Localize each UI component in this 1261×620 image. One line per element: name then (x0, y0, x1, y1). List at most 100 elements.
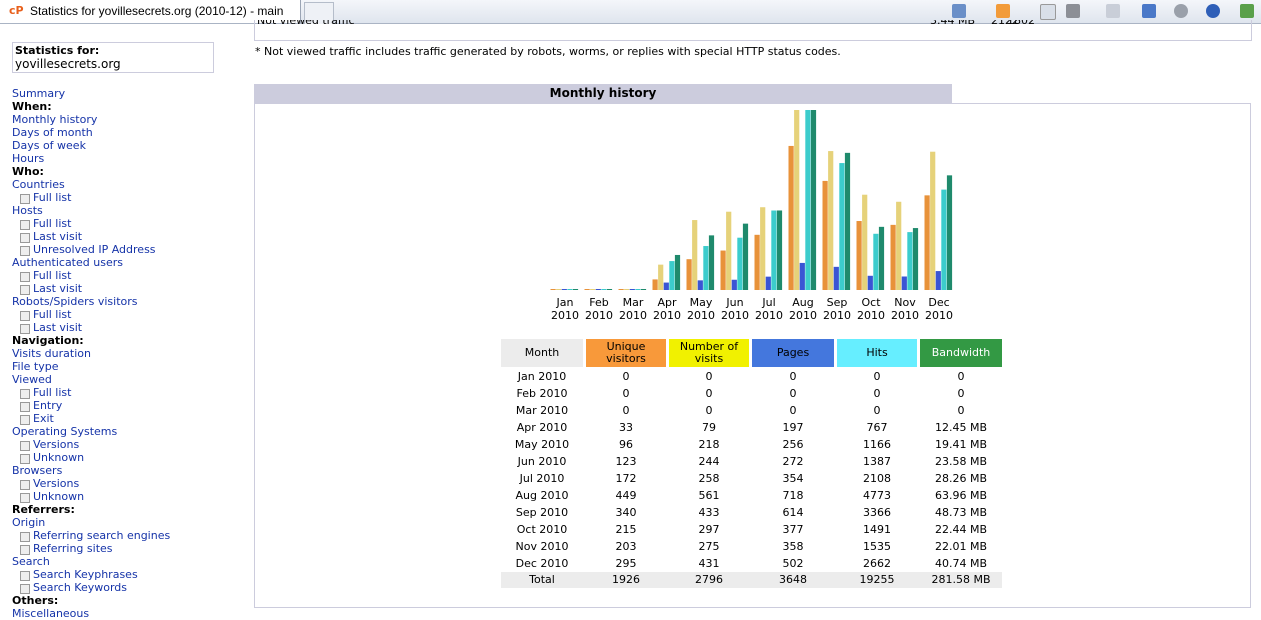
table-cell: Apr 2010 (516, 421, 568, 434)
menu-sublink[interactable]: Referring sites (33, 542, 113, 555)
table-cell: 377 (782, 523, 804, 536)
menu-sublink[interactable]: Unknown (33, 451, 85, 464)
sub-icon (20, 441, 30, 451)
stats-for-box (12, 42, 214, 73)
menu-link[interactable]: Search (12, 555, 50, 568)
safety-icon[interactable] (1142, 4, 1156, 18)
bar (601, 289, 607, 290)
menu-link[interactable]: Hours (12, 152, 45, 165)
menu-sublink[interactable]: Last visit (33, 282, 83, 295)
menu-sublink[interactable]: Last visit (33, 230, 83, 243)
menu-link[interactable]: Authenticated users (12, 256, 123, 269)
menu-section: Referrers: (12, 503, 75, 516)
menu-sublink[interactable]: Entry (33, 399, 63, 412)
menu-link[interactable]: Summary (12, 87, 66, 100)
bar (776, 210, 783, 290)
table-cell: 218 (698, 438, 720, 451)
menu-link[interactable]: Browsers (12, 464, 63, 477)
help-icon[interactable] (1206, 4, 1220, 18)
sub-icon (20, 194, 30, 204)
x-label-year: 2010 (687, 309, 715, 322)
table-cell: 48.73 MB (934, 506, 988, 519)
bar (561, 289, 567, 290)
bar (862, 194, 868, 290)
total-cell: 2796 (695, 573, 723, 586)
table-cell: 767 (866, 421, 888, 434)
x-label-month: Mar (623, 296, 644, 309)
bar (658, 264, 664, 290)
x-label-month: Nov (894, 296, 916, 309)
bar (901, 276, 907, 290)
bar (822, 180, 828, 290)
menu-sublink[interactable]: Full list (33, 191, 72, 204)
menu-sublink[interactable]: Full list (33, 217, 72, 230)
table-cell: Dec 2010 (515, 557, 569, 570)
bar (794, 110, 800, 290)
bar (839, 163, 845, 290)
page-icon[interactable] (1106, 4, 1120, 18)
bar (618, 289, 624, 290)
table-cell: 295 (615, 557, 637, 570)
x-label-year: 2010 (891, 309, 919, 322)
bar (703, 246, 709, 290)
menu-sublink[interactable]: Referring search engines (33, 529, 171, 542)
menu-sublink[interactable]: Search Keyphrases (33, 568, 138, 581)
menu-link[interactable]: Countries (12, 178, 65, 191)
table-cell: 0 (789, 370, 797, 383)
x-label-year: 2010 (925, 309, 953, 322)
new-tab[interactable] (304, 2, 334, 24)
menu-link[interactable]: Days of month (12, 126, 93, 139)
menu-sublink[interactable]: Full list (33, 308, 72, 321)
bar (708, 235, 715, 290)
column-header: Number of visits (669, 339, 749, 367)
sub-icon (20, 454, 30, 464)
menu-link[interactable]: Hosts (12, 204, 43, 217)
menu-link[interactable]: Days of week (12, 139, 86, 152)
extra-icon[interactable] (1240, 4, 1254, 18)
bar (731, 279, 737, 290)
feeds-icon[interactable] (996, 4, 1010, 18)
mail-icon[interactable] (1040, 4, 1056, 20)
menu-link[interactable]: Viewed (12, 373, 52, 386)
menu-link[interactable]: Robots/Spiders visitors (12, 295, 138, 308)
table-cell: 0 (622, 370, 630, 383)
x-label-year: 2010 (823, 309, 851, 322)
bar (629, 289, 635, 290)
sub-icon (20, 532, 30, 542)
bar (692, 220, 698, 290)
menu-sublink[interactable]: Versions (33, 477, 80, 490)
table-cell: 2662 (863, 557, 891, 570)
sub-icon (20, 545, 30, 555)
menu-sublink[interactable]: Full list (33, 269, 72, 282)
sub-icon (20, 389, 30, 399)
menu-link[interactable]: Monthly history (12, 113, 98, 126)
menu-sublink[interactable]: Versions (33, 438, 80, 451)
table-cell: 28.26 MB (934, 472, 988, 485)
bar (924, 195, 930, 290)
home-icon[interactable] (952, 4, 966, 18)
print-icon[interactable] (1066, 4, 1080, 18)
x-label-month: May (690, 296, 713, 309)
table-cell: 614 (782, 506, 804, 519)
menu-link[interactable]: Operating Systems (12, 425, 118, 438)
menu-link[interactable]: File type (12, 360, 59, 373)
menu-sublink[interactable]: Unknown (33, 490, 85, 503)
table-cell: Aug 2010 (515, 489, 569, 502)
tools-icon[interactable] (1174, 4, 1188, 18)
menu-sublink[interactable]: Last visit (33, 321, 83, 334)
menu-sublink[interactable]: Exit (33, 412, 54, 425)
bar (556, 289, 562, 290)
menu-link[interactable]: Origin (12, 516, 46, 529)
bar (907, 232, 913, 290)
x-label-month: Sep (827, 296, 848, 309)
stats-for-label: Statistics for: (15, 44, 100, 57)
menu-sublink[interactable]: Unresolved IP Address (33, 243, 156, 256)
browser-toolbar: cP Statistics for yovillesecrets.org (20… (0, 0, 1261, 24)
menu-sublink[interactable]: Full list (33, 386, 72, 399)
menu-link[interactable]: Visits duration (12, 347, 91, 360)
section-box (254, 103, 1251, 608)
table-cell: 0 (789, 404, 797, 417)
menu-sublink[interactable]: Search Keywords (33, 581, 127, 594)
browser-tab[interactable]: cP Statistics for yovillesecrets.org (20… (0, 0, 301, 23)
